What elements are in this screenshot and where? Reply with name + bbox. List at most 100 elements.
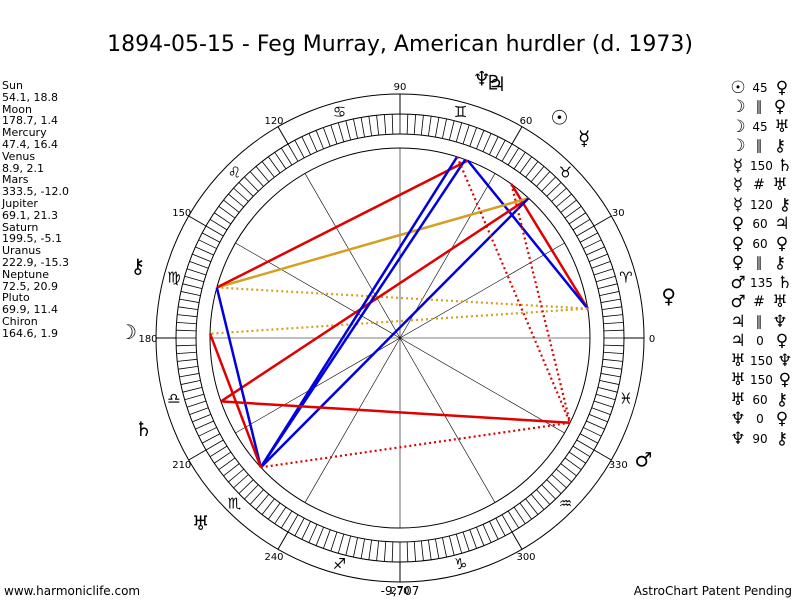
aspect-planet-glyph: ♃	[774, 214, 790, 235]
aspect-type: #	[753, 177, 765, 194]
degree-tick	[507, 510, 520, 529]
degree-tick	[192, 414, 212, 423]
sign-boundary	[511, 531, 523, 550]
position-value: 333.5, -12.0	[2, 185, 69, 199]
position-name: Sun	[2, 79, 23, 92]
position-name: Pluto	[2, 291, 30, 305]
degree-tick	[597, 283, 618, 290]
degree-tick	[513, 506, 526, 524]
degree-tick	[579, 232, 598, 243]
degree-tick	[482, 133, 492, 152]
aspect-planet-glyph: ♀	[731, 253, 745, 274]
aspect-row: ☿ 150 ♄	[728, 156, 795, 176]
degree-tick	[233, 187, 249, 202]
degree-tick	[442, 537, 447, 558]
degree-tick	[184, 393, 205, 401]
degree-label: 300	[516, 552, 535, 563]
aspect-planet-glyph: ⚷	[773, 136, 787, 157]
degree-tick	[360, 538, 365, 559]
degree-tick	[599, 291, 620, 296]
degree-tick	[178, 365, 199, 370]
aspect-line	[259, 158, 467, 469]
degree-tick	[595, 275, 616, 283]
degree-tick	[413, 114, 417, 135]
aspect-type: ∥	[755, 99, 763, 116]
degree-tick	[495, 140, 506, 159]
degree-tick	[536, 489, 551, 505]
aspect-planet-glyph: ♆	[730, 409, 746, 430]
degree-tick	[564, 457, 582, 470]
scorpio-sign-icon: ♏	[228, 494, 242, 512]
house-spoke	[304, 337, 401, 503]
aspect-type: 0	[756, 334, 764, 349]
degree-label: 240	[264, 552, 283, 563]
degree-tick	[228, 468, 244, 483]
degree-tick	[195, 420, 214, 430]
degree-tick	[177, 358, 198, 362]
degree-tick	[268, 156, 281, 174]
aspect-row: ☿ # ♅	[728, 175, 795, 195]
degree-tick	[513, 152, 526, 170]
degree-tick	[476, 130, 485, 150]
aspect-planet-glyph: ♀	[731, 214, 745, 235]
degree-tick	[603, 351, 624, 355]
degree-tick	[255, 166, 270, 182]
degree-tick	[455, 533, 463, 554]
moon-planet-icon: ☽	[119, 320, 137, 344]
aspect-type: 150	[750, 158, 773, 173]
degree-tick	[576, 225, 595, 237]
aries-sign-icon: ♈	[619, 268, 632, 286]
degree-tick	[249, 171, 264, 187]
chiron-planet-icon: ⚷	[130, 254, 145, 278]
sign-boundary	[277, 531, 289, 550]
degree-tick	[176, 321, 197, 325]
degree-tick	[588, 253, 608, 262]
degree-tick	[572, 445, 591, 458]
degree-tick	[228, 193, 244, 208]
aspect-planet-glyph: ☽	[730, 97, 746, 118]
degree-label: 150	[172, 208, 191, 219]
aspect-planet-glyph: ☉	[730, 77, 746, 98]
aspect-row: ☽ 45 ♅	[728, 117, 795, 137]
mercury-planet-icon: ☿	[578, 126, 590, 150]
degree-tick	[249, 489, 264, 505]
aspect-planet-glyph: ⚷	[775, 389, 789, 410]
degree-tick	[180, 380, 201, 385]
aspect-list: ☉ 45 ♀ ☽ ∥ ♀ ☽ 45 ♅ ☽ ∥ ⚷ ☿ 150 ♄ ☿ # ♅ ☿ 120 ⚷ ♀ 60 ♃ ♀ 60 ♀ ♀ ∥ ⚷ ♂ 1…	[728, 78, 795, 449]
degree-tick	[435, 117, 440, 138]
degree-tick	[189, 261, 209, 269]
aspect-type: 120	[750, 197, 773, 212]
aspect-planet-glyph: ♆	[730, 428, 746, 449]
degree-tick	[448, 120, 455, 141]
degree-tick	[315, 526, 324, 546]
degree-tick	[176, 351, 197, 355]
aspect-planet-glyph: ♅	[730, 350, 746, 371]
position-value: 72.5, 20.9	[2, 279, 58, 293]
chart-title: 1894-05-15 - Feg Murray, American hurdle…	[107, 32, 693, 57]
aspect-row: ☽ ∥ ♀	[728, 97, 795, 118]
aspect-type: 90	[752, 431, 768, 446]
position-name: Venus	[2, 149, 36, 163]
degree-tick	[345, 535, 352, 556]
uranus-planet-icon: ♅	[192, 511, 210, 535]
degree-tick	[179, 298, 200, 303]
house-spoke	[399, 337, 496, 503]
aspect-row: ☿ 120 ⚷	[728, 195, 795, 215]
aspect-row: ♃ 0 ♀	[728, 331, 795, 351]
degree-tick	[427, 539, 432, 560]
mars-planet-icon: ♂	[634, 447, 652, 471]
degree-tick	[489, 136, 499, 155]
pluto-planet-icon: ♇	[485, 71, 503, 95]
degree-tick	[287, 514, 299, 533]
aspect-planet-glyph: ♀	[778, 370, 792, 391]
position-value: 8.9, 2.1	[2, 161, 44, 175]
degree-tick	[330, 531, 338, 552]
cancer-sign-icon: ♋	[333, 103, 346, 121]
degree-tick	[177, 314, 198, 318]
aspect-planet-glyph: ♀	[773, 97, 787, 118]
degree-tick	[568, 451, 586, 464]
degree-tick	[602, 314, 623, 318]
degree-tick	[391, 541, 394, 562]
degree-tick	[597, 386, 618, 393]
